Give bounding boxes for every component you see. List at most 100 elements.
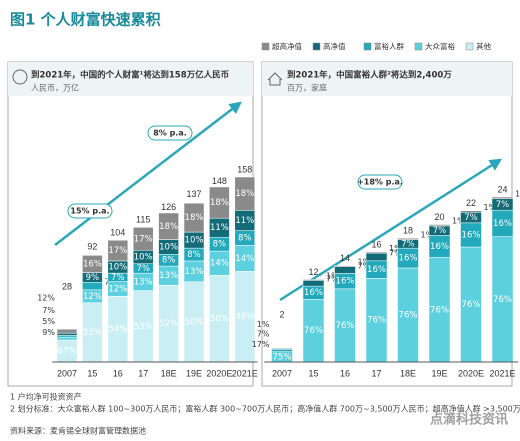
segment-label: 9% [42, 328, 55, 337]
x-tick-label: 16 [340, 368, 350, 378]
segment-label: 12% [83, 292, 102, 302]
total-label: 28 [62, 282, 72, 292]
x-tick-label: 2020E [206, 368, 232, 378]
bar-segment [107, 239, 129, 262]
x-tick-label: 2020E [458, 368, 484, 378]
segment-label: 7% [401, 239, 415, 249]
bar-segment [460, 210, 482, 213]
unit-label: 人民币，万亿 [31, 83, 79, 93]
segment-label: 76% [367, 316, 386, 326]
bar-segment [183, 202, 205, 233]
total-label: 158 [237, 164, 252, 174]
x-tick-label: 16 [113, 368, 123, 378]
segment-label: 8% [238, 234, 252, 244]
total-label: 104 [110, 228, 125, 238]
x-tick-label: 17 [371, 368, 381, 378]
left-panel-header [8, 62, 253, 96]
house-icon [267, 72, 283, 86]
segment-label: 7% [42, 306, 55, 315]
bar-segment [82, 282, 103, 291]
segment-label: 1% [326, 271, 339, 280]
segment-label: 9% [86, 273, 100, 283]
segment-label: 16% [83, 259, 102, 269]
segment-label: 1% [389, 244, 402, 253]
segment-label: 1% [452, 217, 465, 226]
x-tick-label: 17 [138, 368, 148, 378]
segment-label: 13% [185, 267, 204, 277]
segment-label: 17% [134, 234, 153, 244]
bar-segment [428, 224, 451, 227]
segment-label: 10% [185, 236, 204, 246]
total-label: 22 [466, 198, 476, 208]
total-label: 24 [497, 184, 507, 194]
legend-swatch [363, 42, 372, 51]
legend-swatch [261, 42, 270, 51]
segment-label: 17% [252, 340, 270, 349]
x-tick-label: 18E [400, 368, 416, 378]
segment-label: 1% [421, 230, 434, 239]
segment-label: 18% [235, 189, 254, 199]
annotation: 15% p.a. [70, 207, 109, 216]
segment-label: 7% [136, 264, 150, 274]
segment-label: 12% [37, 294, 55, 303]
x-tick-label: 19E [431, 368, 447, 378]
segment-label: 18% [185, 213, 204, 223]
annotation-box [147, 125, 193, 141]
segment-label: 10% [134, 252, 153, 262]
total-label: 148 [212, 176, 227, 186]
segment-label: 8% [213, 240, 227, 250]
x-tick-label: 15 [308, 368, 318, 378]
annotation-box [357, 174, 403, 190]
bar-segment [56, 336, 78, 341]
segment-label: 5% [42, 317, 55, 326]
segment-label: 1% [484, 203, 497, 212]
segment-label: 1% [358, 258, 371, 267]
segment-label: 14% [235, 254, 254, 264]
total-label: 115 [136, 215, 150, 225]
segment-label: 17% [108, 246, 127, 256]
segment-label: 12% [108, 284, 127, 294]
x-tick-label: 2007 [57, 368, 77, 378]
segment-label: 76% [430, 305, 449, 315]
bar-segment [82, 255, 103, 273]
segment-label: 7% [433, 226, 447, 236]
legend-swatch [312, 42, 321, 51]
page-title: 图1 个人财富快速累积 [10, 11, 161, 29]
segment-label: 10% [108, 263, 127, 273]
money-icon [12, 69, 28, 85]
bar-segment [334, 265, 356, 267]
panel-title: 到2021年，中国富裕人群²将达到2,400万 [287, 70, 452, 81]
right-panel-header [262, 62, 512, 96]
total-label: 20 [434, 212, 444, 222]
segment-label: 7% [358, 262, 371, 271]
segment-label: 52% [159, 319, 178, 329]
segment-label: 76% [462, 300, 481, 310]
segment-label: 7% [111, 273, 125, 283]
segment-label: 7% [257, 329, 270, 338]
segment-label: 1% [257, 320, 270, 329]
source: 资料来源：麦肯锡全球财富管理数据池 [10, 426, 146, 436]
total-label: 126 [161, 202, 176, 212]
total-label: 137 [186, 189, 201, 199]
bar-segment [132, 227, 154, 251]
segment-label: 13% [134, 277, 153, 287]
segment-label: 16% [493, 219, 512, 229]
segment-label: 7% [389, 248, 402, 257]
annotation: +18% p.a. [357, 178, 403, 187]
x-tick-label: 2021E [489, 368, 515, 378]
segment-label: 11% [210, 223, 229, 233]
bar-segment [302, 279, 325, 281]
segment-label: 75% [273, 352, 292, 362]
footnote: 2 划分标准：大众富裕人群 100~300万人民币；富裕人群 300~700万人… [10, 404, 520, 414]
growth-arrow [279, 158, 503, 302]
x-tick-label: 19E [186, 368, 202, 378]
segment-label: 8% [162, 256, 176, 266]
growth-arrow [54, 101, 242, 246]
segment-label: 7% [326, 275, 339, 284]
legend-label: 超高净值 [272, 41, 302, 51]
bar-segment [365, 251, 388, 254]
segment-label: 67% [58, 347, 77, 357]
segment-label: 7% [464, 213, 478, 223]
footnote: 1 户均净可投资资产 [10, 392, 82, 402]
